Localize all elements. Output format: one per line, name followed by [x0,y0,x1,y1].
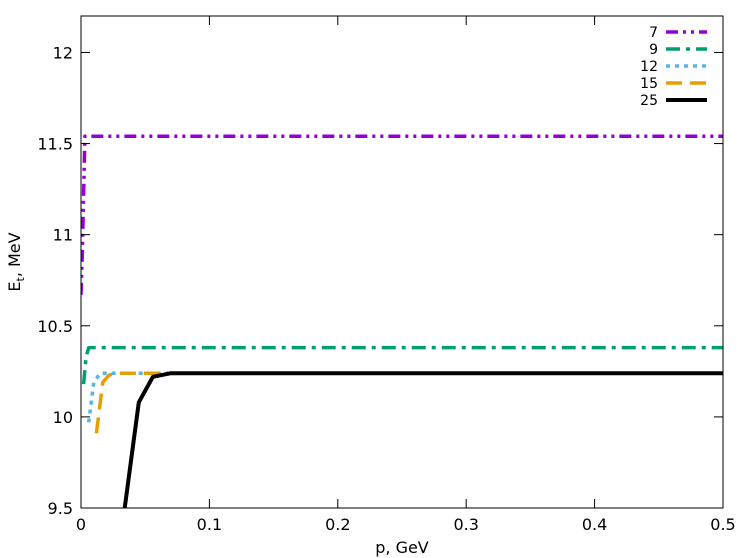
legend-label-12: 12 [640,59,658,75]
plot-frame [80,15,724,509]
x-axis-title: p, GeV [375,538,429,557]
legend-label-15: 15 [640,76,658,92]
x-tick-label: 0.3 [453,515,478,534]
legend-label-7: 7 [649,25,658,41]
x-tick-label: 0.4 [582,515,607,534]
y-tick-label: 12 [53,43,73,62]
series-line-7 [81,134,723,295]
series-line-25 [122,371,723,508]
y-axis-title-main: E [5,281,24,291]
y-tick-label: 11.5 [37,135,73,154]
legend-label-9: 9 [649,42,658,58]
y-axis-title-sub: t [14,276,27,281]
x-tick-label: 0.1 [197,515,222,534]
x-tick-label: 0.2 [325,515,350,534]
legend-label-25: 25 [640,93,658,109]
ticks-layer: 0 0.1 0.2 0.3 0.4 0.5 9.5 10 10.5 11 11.5 12 [37,16,736,534]
y-tick-label: 10.5 [37,317,73,336]
series-layer [81,134,723,508]
y-tick-label: 10 [53,408,73,427]
y-axis-title-rest: , MeV [5,232,24,277]
y-axis-title: Et, MeV [5,232,27,291]
x-tick-label: 0.5 [710,515,735,534]
series-line-15 [94,371,723,434]
series-line-9 [81,345,723,385]
y-tick-label: 11 [53,226,73,245]
y-tick-label: 9.5 [48,499,73,518]
x-tick-label: 0 [76,515,86,534]
series-line-12 [86,371,723,423]
